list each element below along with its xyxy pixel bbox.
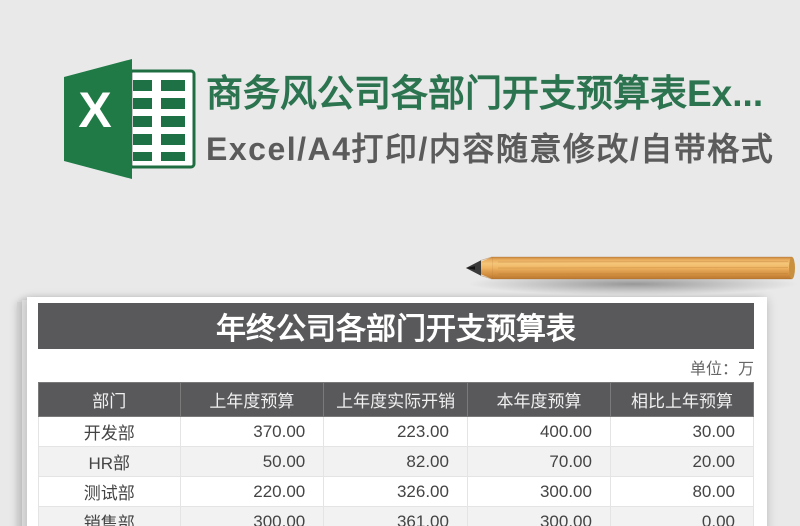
svg-text:X: X bbox=[78, 82, 111, 138]
